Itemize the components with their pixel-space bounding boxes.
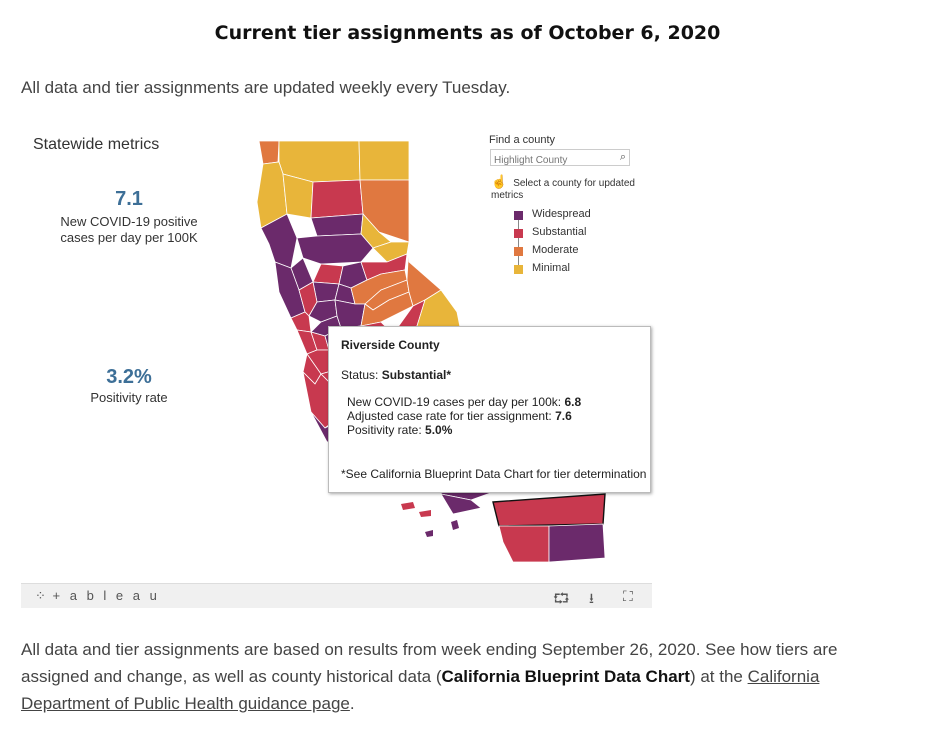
- search-icon[interactable]: ⌕: [619, 151, 626, 163]
- select-county-hint-text: Select a county for updated metrics: [491, 178, 635, 201]
- legend-swatch-minimal: [514, 265, 523, 274]
- outro-text-3: .: [349, 694, 355, 713]
- channel-island: [401, 502, 415, 510]
- county-colusa: [312, 263, 344, 285]
- tooltip-status: Status: Substantial*: [341, 368, 451, 382]
- county-search-input[interactable]: [491, 153, 612, 168]
- county-tehama: [310, 213, 364, 237]
- county-del-norte: [258, 140, 280, 165]
- county-tooltip: Riverside County Status: Substantial* Ne…: [328, 326, 651, 493]
- county-glenn-butte: [296, 233, 374, 265]
- select-county-hint: ☝ Select a county for updated metrics: [491, 174, 652, 201]
- tooltip-row1-value: 6.8: [564, 395, 582, 409]
- channel-island: [425, 530, 433, 537]
- tableau-logo-icon[interactable]: ⁘ + a b l e a u: [35, 588, 160, 603]
- outro-text-1: All data and tier assignments are based …: [21, 640, 838, 686]
- outro-paragraph: All data and tier assignments are based …: [21, 636, 901, 717]
- case-rate-label-line-1: New COVID-19 positive: [60, 214, 198, 229]
- tooltip-title: Riverside County: [341, 338, 440, 352]
- case-rate-label-line-2: cases per day per 100K: [60, 230, 198, 245]
- tableau-toolbar: ⁘ + a b l e a u ⮔ ⭳ ⛶: [21, 583, 652, 608]
- tooltip-row-positivity: Positivity rate: 5.0%: [347, 423, 581, 437]
- outro-text-2: ) at the: [689, 667, 748, 686]
- tooltip-status-label: Status:: [341, 368, 379, 382]
- positivity-value: 3.2%: [106, 366, 152, 388]
- tooltip-metrics: New COVID-19 cases per day per 100k: 6.8…: [347, 395, 581, 437]
- county-orange: [440, 493, 482, 515]
- county-modoc: [358, 140, 410, 181]
- cdph-guidance-link[interactable]: California Department of Public Health g…: [21, 667, 820, 713]
- county-imperial: [548, 523, 606, 563]
- tableau-brand-text: + a b l e a u: [52, 588, 160, 603]
- county-marin: [290, 311, 312, 333]
- tooltip-status-value: Substantial*: [381, 368, 452, 382]
- tooltip-row-adjusted-rate: Adjusted case rate for tier assignment: …: [347, 409, 581, 423]
- case-rate-label: New COVID-19 positive cases per day per …: [39, 214, 219, 246]
- county-san-joaquin: [334, 299, 366, 329]
- download-icon[interactable]: ⭳: [589, 590, 594, 606]
- legend-swatch-substantial: [514, 229, 523, 238]
- county-search-box[interactable]: ⌕: [490, 149, 630, 168]
- tooltip-footnote: *See California Blueprint Data Chart for…: [341, 467, 647, 481]
- pointer-hand-icon: ☝: [491, 174, 508, 189]
- share-icon[interactable]: ⮔: [553, 590, 570, 606]
- county-riverside: [492, 493, 606, 527]
- county-shasta: [310, 179, 364, 219]
- legend-label-minimal: Minimal: [532, 262, 570, 274]
- county-sierra-nevada: [372, 241, 410, 263]
- legend-label-moderate: Moderate: [532, 244, 579, 256]
- tooltip-row2-label: Adjusted case rate for tier assignment:: [347, 409, 552, 423]
- legend-connector: [518, 216, 519, 270]
- legend-label-substantial: Substantial: [532, 226, 587, 238]
- tooltip-row-case-rate: New COVID-19 cases per day per 100k: 6.8: [347, 395, 581, 409]
- intro-text: All data and tier assignments are update…: [21, 78, 511, 97]
- tooltip-row3-label: Positivity rate:: [347, 423, 422, 437]
- county-lassen: [359, 179, 410, 243]
- tooltip-row3-value: 5.0%: [425, 423, 453, 437]
- fullscreen-icon[interactable]: ⛶: [623, 588, 633, 604]
- statewide-metrics-title: Statewide metrics: [33, 136, 160, 153]
- tooltip-row2-value: 7.6: [555, 409, 572, 423]
- case-rate-value: 7.1: [115, 188, 143, 210]
- county-san-diego: [498, 525, 550, 563]
- channel-island: [451, 520, 459, 530]
- tableau-viz[interactable]: Statewide metrics 7.1 New COVID-19 posit…: [21, 122, 652, 608]
- channel-island: [419, 510, 431, 517]
- legend-swatch-widespread: [514, 211, 523, 220]
- page-heading: Current tier assignments as of October 6…: [214, 22, 721, 44]
- find-county-label: Find a county: [489, 134, 556, 146]
- legend-swatch-moderate: [514, 247, 523, 256]
- legend-label-widespread: Widespread: [532, 208, 591, 220]
- positivity-label: Positivity rate: [90, 390, 168, 405]
- county-trinity: [282, 173, 314, 219]
- tooltip-row1-label: New COVID-19 cases per day per 100k:: [347, 395, 562, 409]
- blueprint-chart-name: California Blueprint Data Chart: [441, 667, 690, 686]
